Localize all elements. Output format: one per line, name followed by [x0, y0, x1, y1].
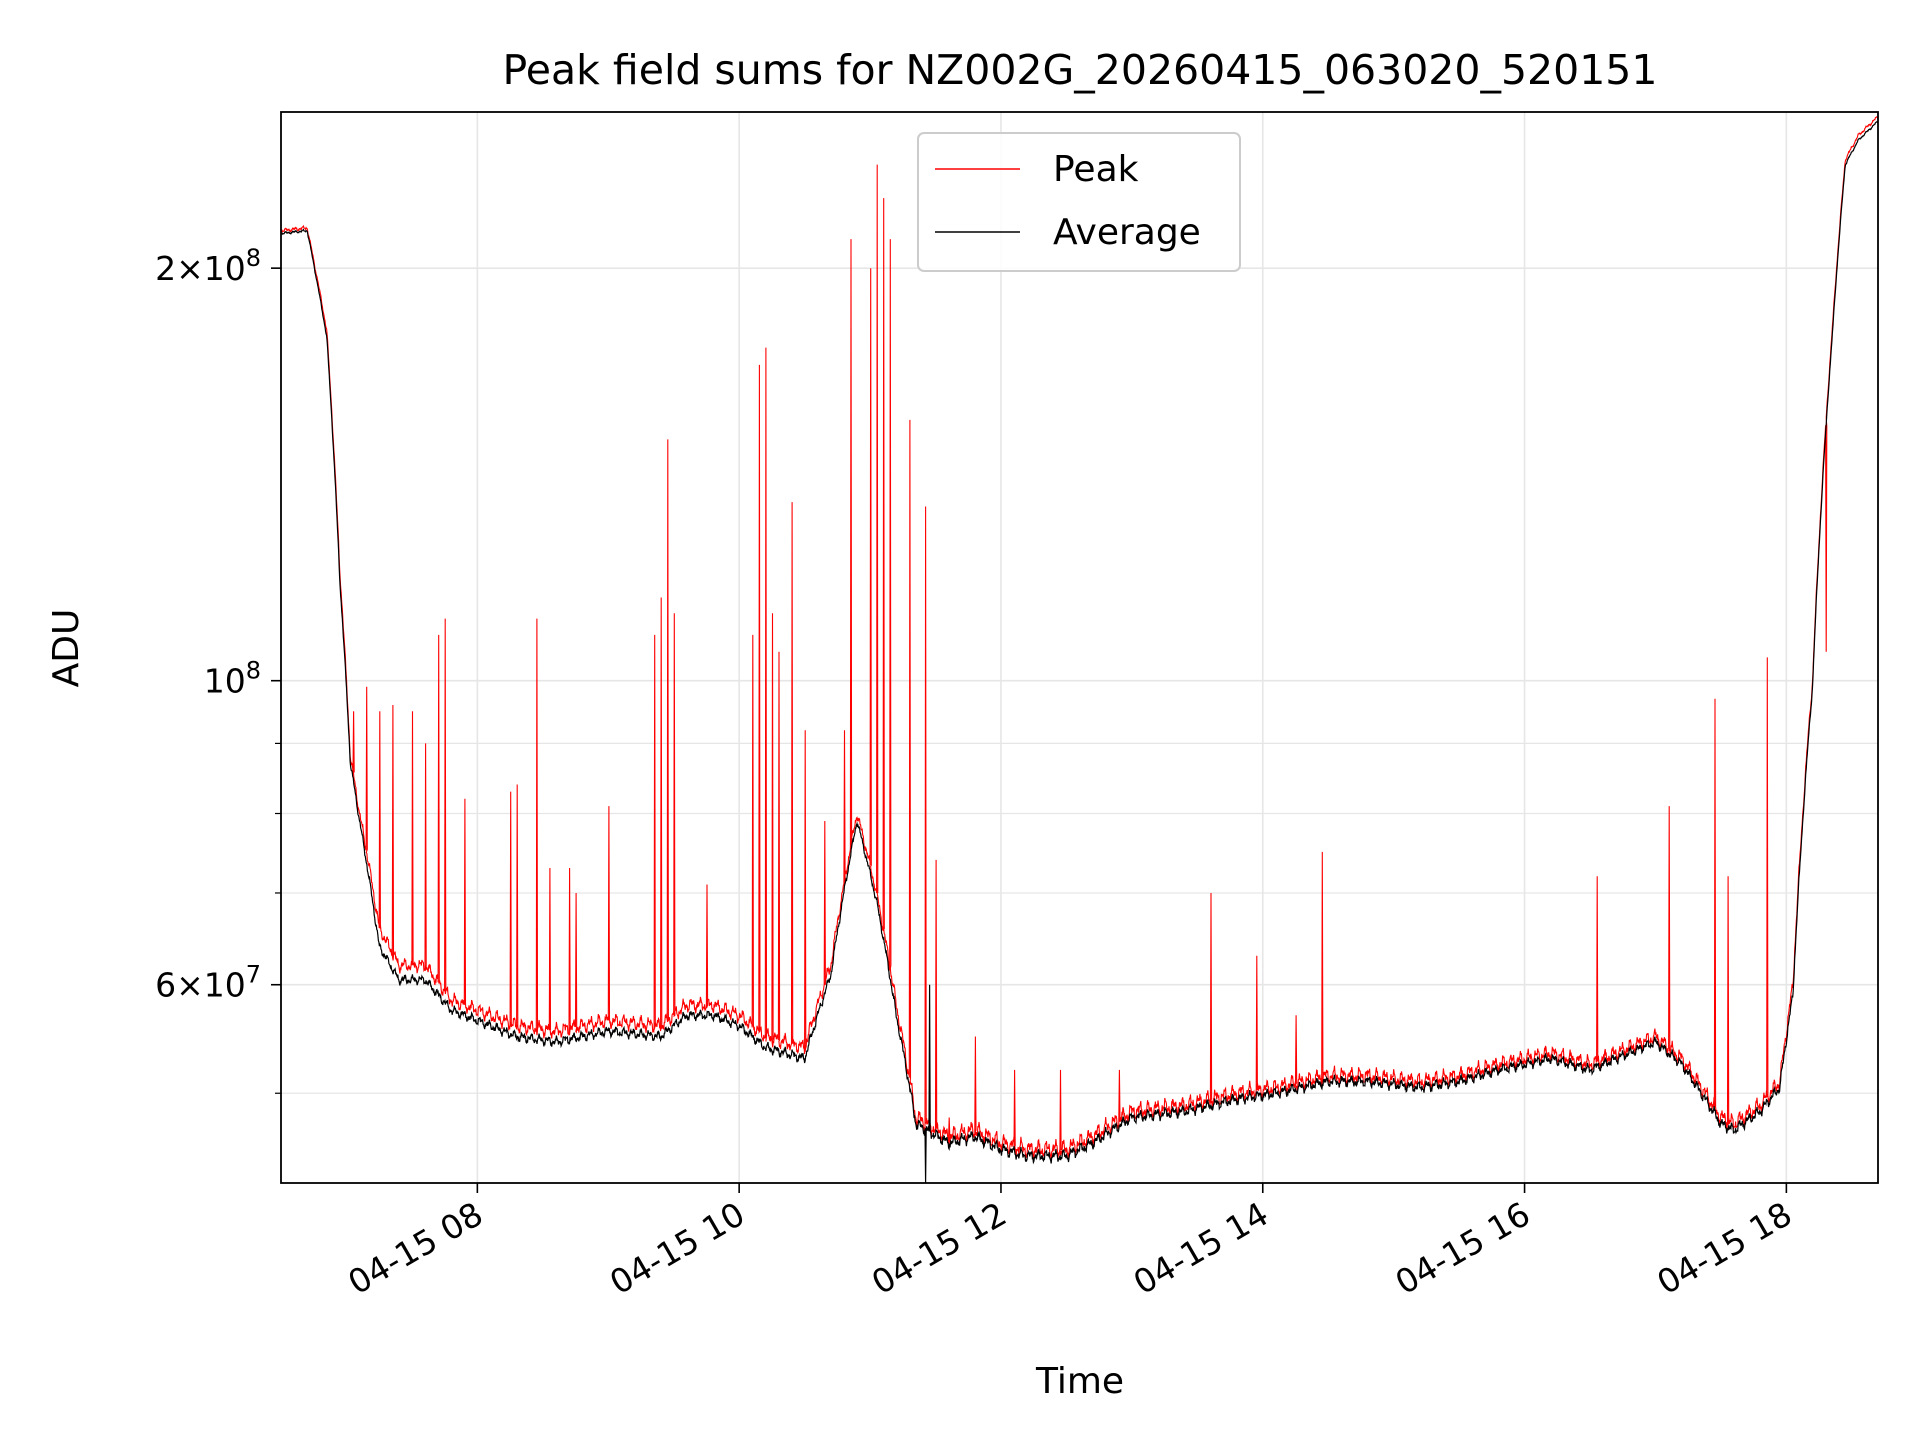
legend-average-label: Average	[1053, 212, 1201, 253]
series-layer	[280, 115, 1879, 1184]
average-series-line	[280, 120, 1879, 1184]
y-tick-label: 6×107	[155, 961, 261, 1005]
legend-box	[917, 132, 1241, 272]
y-tick-label: 2×108	[155, 244, 261, 288]
chart-title: Peak field sums for NZ002G_20260415_0630…	[503, 46, 1658, 94]
legend-peak-label: Peak	[1053, 149, 1139, 190]
plot-frame	[280, 111, 1879, 1184]
grid	[281, 112, 1878, 1183]
peak-series-line	[280, 115, 1879, 1161]
legend: Peak Average	[917, 132, 1241, 272]
x-axis-label: Time	[1035, 1361, 1124, 1402]
y-axis-label: ADU	[46, 609, 87, 688]
